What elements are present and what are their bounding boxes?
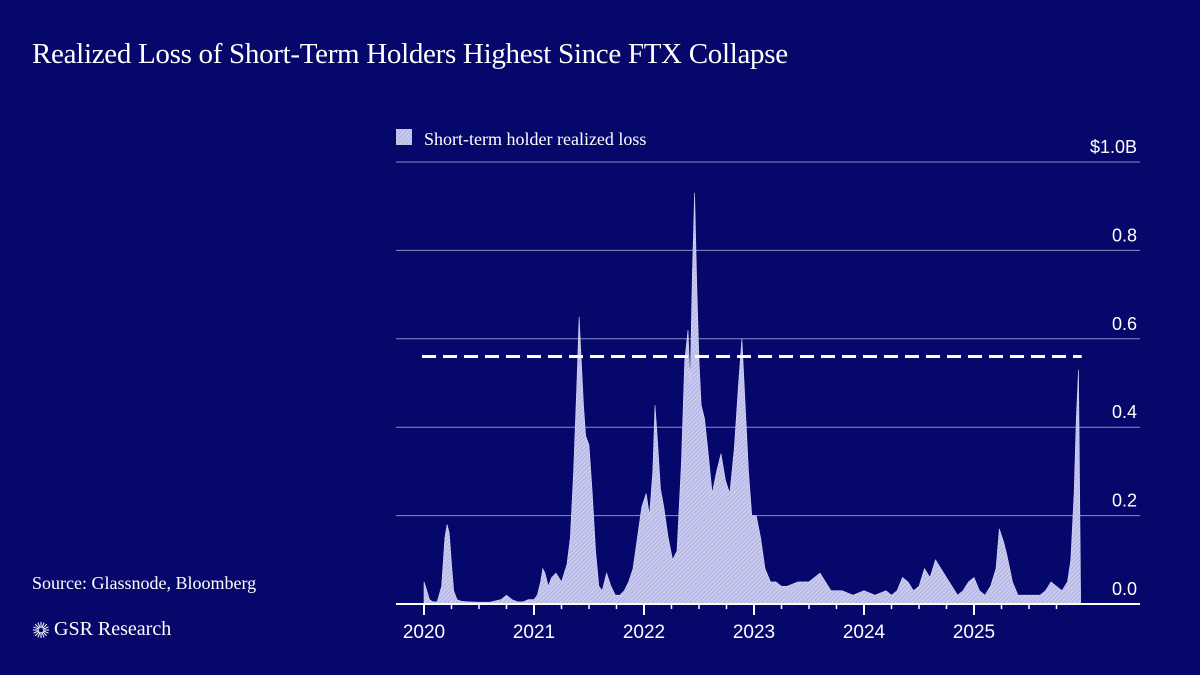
- x-tick-label: 2024: [843, 622, 886, 643]
- axes: 0.0 0.2 0.4 0.6 0.8 $1.0B 2020 2021 2022 2023 2024…: [396, 137, 1140, 643]
- source-note: Source: Glassnode, Bloomberg: [32, 573, 257, 593]
- legend-label: Short-term holder realized loss: [424, 129, 646, 149]
- x-tick-label: 2021: [513, 622, 555, 643]
- y-tick-label: $1.0B: [1090, 137, 1137, 157]
- brand-name: GSR Research: [54, 618, 172, 640]
- y-tick-label: 0.8: [1112, 225, 1137, 245]
- legend-swatch: [396, 129, 412, 145]
- y-tick-label: 0.4: [1112, 402, 1137, 422]
- brand-logo: GSR Research: [32, 618, 171, 641]
- x-tick-label: 2020: [403, 622, 445, 643]
- x-tick-label: 2025: [953, 622, 995, 643]
- y-tick-label: 0.6: [1112, 314, 1137, 334]
- legend: Short-term holder realized loss: [396, 129, 646, 149]
- y-tick-label: 0.0: [1112, 579, 1137, 599]
- area-series: [423, 192, 1082, 605]
- y-tick-label: 0.2: [1112, 491, 1137, 511]
- x-tick-label: 2022: [623, 622, 665, 643]
- area-series-path: [423, 192, 1082, 605]
- grid-lines: [396, 161, 1140, 517]
- x-tick-label: 2023: [733, 622, 775, 643]
- chart-title: Realized Loss of Short-Term Holders High…: [32, 38, 788, 70]
- gsr-starburst-icon: [32, 621, 50, 638]
